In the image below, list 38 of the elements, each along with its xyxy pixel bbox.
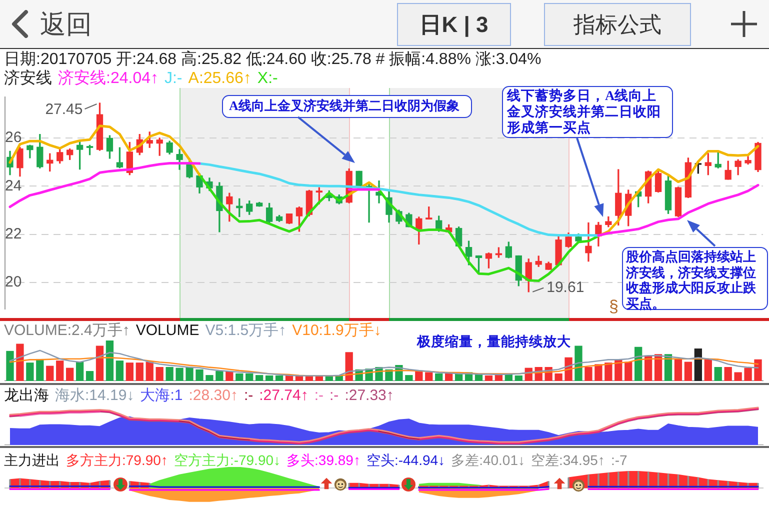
annotation: 27.45 — [45, 101, 83, 118]
text: 济安线:24.04↑ — [58, 70, 158, 88]
series-label: V5:1.5万手↑ — [205, 322, 286, 340]
series-label: :28.30↑ — [188, 387, 238, 405]
series-label: 大海:1 — [140, 387, 183, 405]
annotation: :-7 — [610, 451, 628, 469]
series-label: 空方主力:-79.90↓ — [174, 451, 281, 469]
chart-subtitle: 济安线 — [4, 70, 52, 88]
chart-title: VOLUME — [136, 322, 200, 340]
text: X:- — [257, 70, 278, 88]
chart-subtitle: 海水:14.19↓ — [55, 387, 134, 405]
annotation: 线下蓄势多日，A线向上金叉济安线并第二日收阳形成第一买点 — [507, 88, 661, 135]
text: 返回 — [40, 8, 92, 40]
y-tick-label: 20 — [5, 274, 22, 291]
text: A:25.66↑ — [188, 70, 252, 88]
text: :27.74↑ — [259, 387, 308, 405]
series-label: 多差:40.01↓ — [451, 451, 525, 469]
series-label: 多头:39.89↑ — [286, 451, 360, 469]
annotation: 极度缩量，量能持续放大 — [417, 334, 571, 349]
text: J:- — [164, 70, 182, 88]
series-label: 多方主力:79.90↑ — [66, 451, 168, 469]
annotation: 空差:34.95↑ — [531, 451, 605, 469]
annotation: 19.61 — [546, 279, 584, 296]
chart-title: 主力进出 — [4, 451, 60, 469]
text: :- — [330, 387, 339, 405]
series-label: 空头:-44.94↓ — [366, 451, 446, 469]
text: :- — [314, 387, 324, 405]
text: :- — [244, 387, 254, 405]
chart-title: 龙出海 — [4, 387, 49, 405]
y-tick-label: 24 — [5, 177, 22, 194]
chart-title: 日期:20170705 开:24.68 高:25.82 低:24.60 收:25.78 # 振幅:4.88% 涨:3.04% — [4, 51, 542, 69]
y-tick-label: 26 — [5, 129, 22, 146]
text: V10:1.9万手↓ — [292, 322, 382, 340]
annotation: A线向上金叉济安线并第二日收阴为假象 — [229, 98, 460, 113]
annotation: § — [609, 297, 618, 316]
y-tick-label: 22 — [5, 225, 22, 242]
series-label: :27.33↑ — [344, 387, 394, 405]
chart-subtitle: VOLUME:2.4万手↑ — [4, 322, 130, 340]
